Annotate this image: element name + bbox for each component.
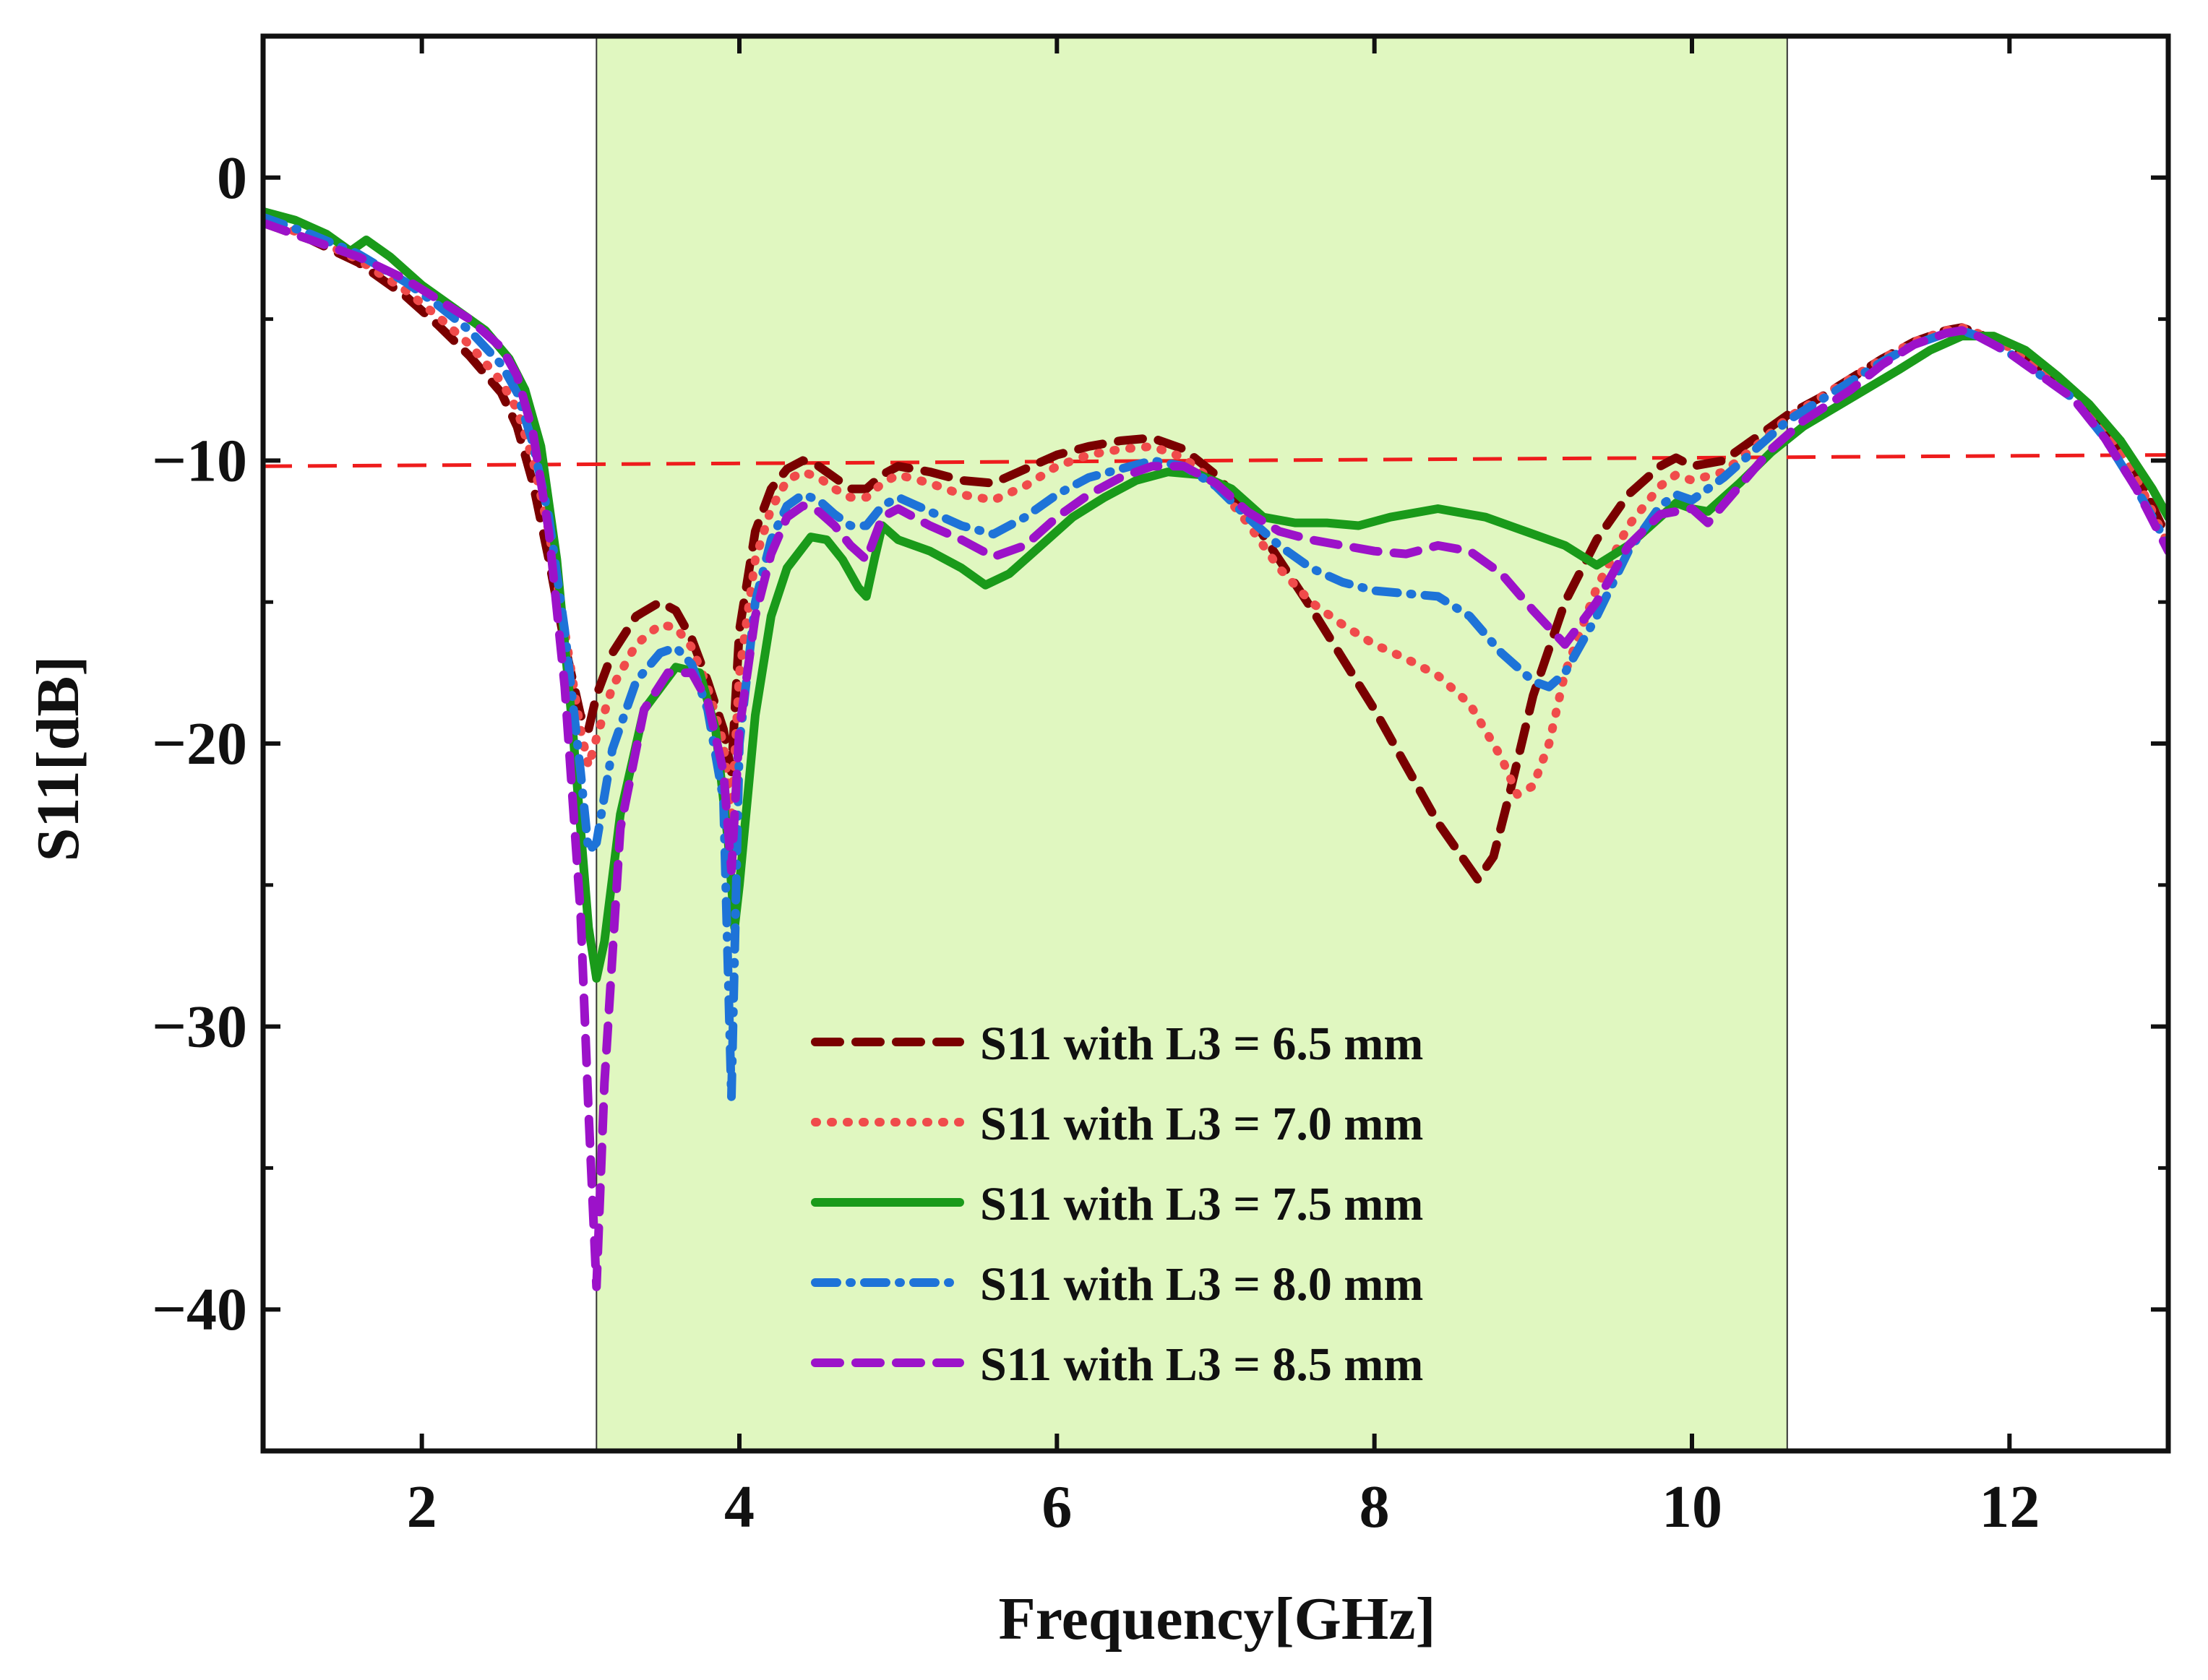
legend-label-4: S11 with L3 = 8.0 mm bbox=[980, 1258, 1423, 1311]
legend-label-2: S11 with L3 = 7.0 mm bbox=[980, 1098, 1423, 1150]
legend-label-5: S11 with L3 = 8.5 mm bbox=[980, 1338, 1423, 1391]
x-tick-label: 4 bbox=[724, 1473, 755, 1541]
y-tick-label: −40 bbox=[152, 1276, 247, 1343]
legend-label-1: S11 with L3 = 6.5 mm bbox=[980, 1017, 1423, 1070]
reference-line bbox=[262, 453, 2169, 468]
x-tick-label: 12 bbox=[1979, 1473, 2040, 1541]
y-tick-label: −20 bbox=[152, 710, 247, 777]
y-axis-label: S11[dB] bbox=[25, 656, 92, 862]
x-tick-label: 8 bbox=[1359, 1473, 1390, 1541]
y-tick-label: −30 bbox=[152, 994, 247, 1061]
y-tick-label: −10 bbox=[152, 427, 247, 494]
x-tick-label: 10 bbox=[1662, 1473, 1722, 1541]
x-tick-label: 6 bbox=[1041, 1473, 1072, 1541]
highlight-band bbox=[596, 35, 1788, 1452]
series-line-4 bbox=[263, 212, 2168, 1102]
y-tick-label: 0 bbox=[217, 145, 247, 212]
x-axis-label: Frequency[GHz] bbox=[999, 1585, 1436, 1653]
legend-label-3: S11 with L3 = 7.5 mm bbox=[980, 1178, 1423, 1231]
series-line-5 bbox=[263, 218, 2168, 1291]
x-tick-label: 2 bbox=[407, 1473, 437, 1541]
